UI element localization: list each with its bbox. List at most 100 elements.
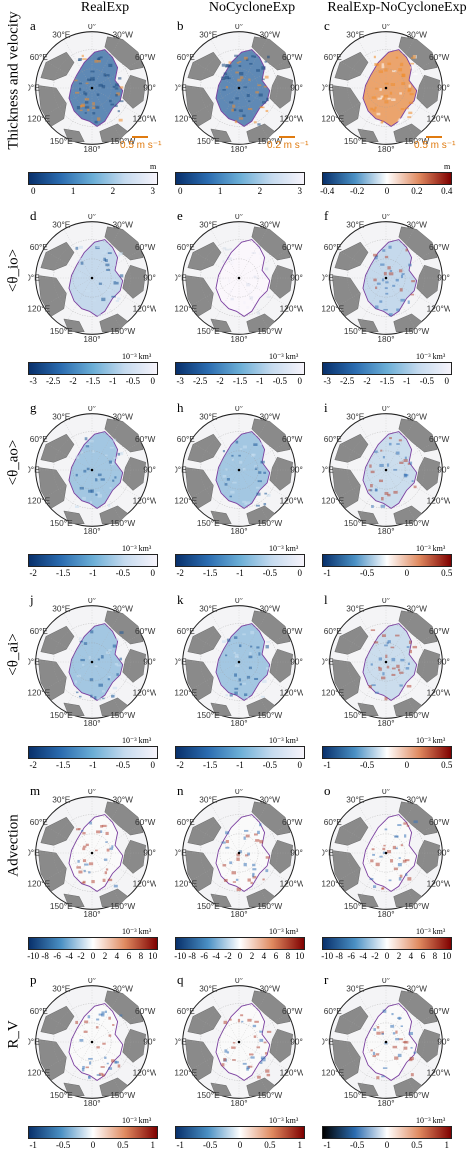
map-panel-i: 0° 30°W 60°W 90°W 120°W 150°W 180° 150°E 120°E 90… xyxy=(315,403,457,536)
colorbar-tick-label: 2 xyxy=(396,951,402,961)
land-canada xyxy=(122,839,146,874)
longitude-label: 120°W xyxy=(427,878,450,888)
longitude-label: 180° xyxy=(230,144,247,152)
longitude-label: 60°E xyxy=(30,626,49,636)
graticule-ring xyxy=(200,623,278,701)
longitude-label: 30°W xyxy=(260,794,281,804)
column-title-realexp: RealExp xyxy=(80,0,130,15)
longitude-label: 120°W xyxy=(427,1067,450,1077)
row-label: Advection xyxy=(5,814,22,877)
longitude-label: 120°E xyxy=(175,303,198,313)
longitude-label: 180° xyxy=(83,909,100,917)
land-eurasia-west xyxy=(187,51,222,81)
colorbar-tick-label: 0 xyxy=(297,760,303,770)
longitude-label: 90°E xyxy=(175,1037,187,1047)
land-greenland xyxy=(398,990,438,1025)
graticule-ring xyxy=(72,258,112,298)
land-eurasia-west xyxy=(334,433,369,463)
colorbar xyxy=(28,554,158,567)
panel-letter: n xyxy=(177,783,184,798)
land-canada xyxy=(269,648,293,683)
longitude-label: 120°W xyxy=(133,687,156,697)
colorbar-tick-label: -1.5 xyxy=(202,568,218,578)
colorbar xyxy=(28,362,158,375)
graticule-ring xyxy=(219,642,259,682)
colorbar-tick-label: 0 xyxy=(90,951,96,961)
longitude-label: 0° xyxy=(88,978,96,985)
map-panel-p: 0° 30°W 60°W 90°W 120°W 150°W 180° 150°E 120°E 90… xyxy=(21,975,163,1108)
colorbar-tick-label: 2 xyxy=(110,186,116,196)
land-eurasia-west xyxy=(187,625,222,655)
colorbar-unit: 10⁻³ km³ xyxy=(269,352,299,361)
longitude-label: 90°W xyxy=(143,273,156,283)
longitude-label: 150°W xyxy=(257,326,282,336)
ice-extent xyxy=(68,623,124,701)
longitude-label: 120°W xyxy=(133,113,156,123)
longitude-label: 90°W xyxy=(143,83,156,93)
panel-letter: i xyxy=(324,400,328,415)
colorbar-tick-label: -1 xyxy=(29,1140,37,1150)
longitude-label: 30°W xyxy=(407,29,428,39)
land-chukotka xyxy=(210,318,232,332)
longitude-label: 0° xyxy=(382,406,390,413)
longitude-label: 60°W xyxy=(135,242,156,252)
colorbar-tick-label: 0 xyxy=(297,568,303,578)
colorbar-tick-label: 0 xyxy=(384,951,390,961)
longitude-label: 0° xyxy=(235,214,243,221)
colorbar-unit: 10⁻³ km³ xyxy=(269,736,299,745)
longitude-label: 30°W xyxy=(113,29,134,39)
colorbar-tick-label: 0.5 xyxy=(264,1140,276,1150)
land-canada xyxy=(122,456,146,491)
longitude-label: 120°W xyxy=(280,303,303,313)
colorbar-tick-label: -8 xyxy=(188,951,196,961)
colorbar-tick-label: -0.5 xyxy=(115,568,131,578)
longitude-label: 90°E xyxy=(28,465,40,475)
longitude-label: 120°E xyxy=(322,495,345,505)
colorbar xyxy=(28,937,158,950)
velocity-scale-arrow xyxy=(279,136,295,138)
velocity-scale-arrow xyxy=(132,136,148,138)
colorbar-tick-label: -2.5 xyxy=(46,376,61,386)
longitude-label: 60°E xyxy=(30,1006,49,1016)
colorbar-tick-label: 0 xyxy=(237,951,243,961)
polar-map: 0° 30°W 60°W 90°W 120°W 150°W 180° 150°E 120°E 90… xyxy=(21,595,163,728)
land-greenland xyxy=(398,610,438,645)
land-alaska xyxy=(393,888,423,907)
graticule-ring xyxy=(200,814,278,892)
graticule-ring xyxy=(347,1003,425,1081)
longitude-label: 180° xyxy=(377,334,394,342)
longitude-label: 30°E xyxy=(52,29,71,39)
colorbar-tick-label: -0.5 xyxy=(359,568,375,578)
land-siberia xyxy=(332,659,361,701)
longitude-label: 150°W xyxy=(404,518,429,528)
graticule-ring xyxy=(347,623,425,701)
longitude-label: 0° xyxy=(235,978,243,985)
longitude-label: 90°W xyxy=(143,465,156,475)
longitude-label: 30°W xyxy=(407,983,428,993)
longitude-label: 60°E xyxy=(177,52,196,62)
longitude-label: 120°W xyxy=(133,878,156,888)
longitude-label: 180° xyxy=(230,909,247,917)
colorbar-tick-label: -0.5 xyxy=(349,1140,365,1150)
longitude-label: 180° xyxy=(230,1098,247,1106)
longitude-label: 150°W xyxy=(404,901,429,911)
longitude-label: 90°W xyxy=(290,465,303,475)
panel-letter: h xyxy=(177,400,184,415)
land-chukotka xyxy=(63,893,85,907)
panel-letter: r xyxy=(324,972,329,987)
land-alaska xyxy=(246,888,276,907)
longitude-label: 180° xyxy=(377,718,394,726)
longitude-label: 30°E xyxy=(199,219,218,229)
longitude-label: 150°E xyxy=(197,326,220,336)
longitude-label: 60°E xyxy=(177,817,196,827)
graticule-ring xyxy=(219,450,259,490)
colorbar-tick-label: -1.5 xyxy=(232,376,248,386)
land-canada xyxy=(269,74,293,109)
polar-map: 0° 30°W 60°W 90°W 120°W 150°W 180° 150°E 120°E 90… xyxy=(21,21,163,154)
colorbar-tick-label: -1 xyxy=(236,760,244,770)
longitude-label: 90°E xyxy=(175,465,187,475)
longitude-label: 150°E xyxy=(344,518,367,528)
longitude-label: 30°W xyxy=(407,219,428,229)
colorbar xyxy=(175,172,305,185)
longitude-label: 120°W xyxy=(427,495,450,505)
